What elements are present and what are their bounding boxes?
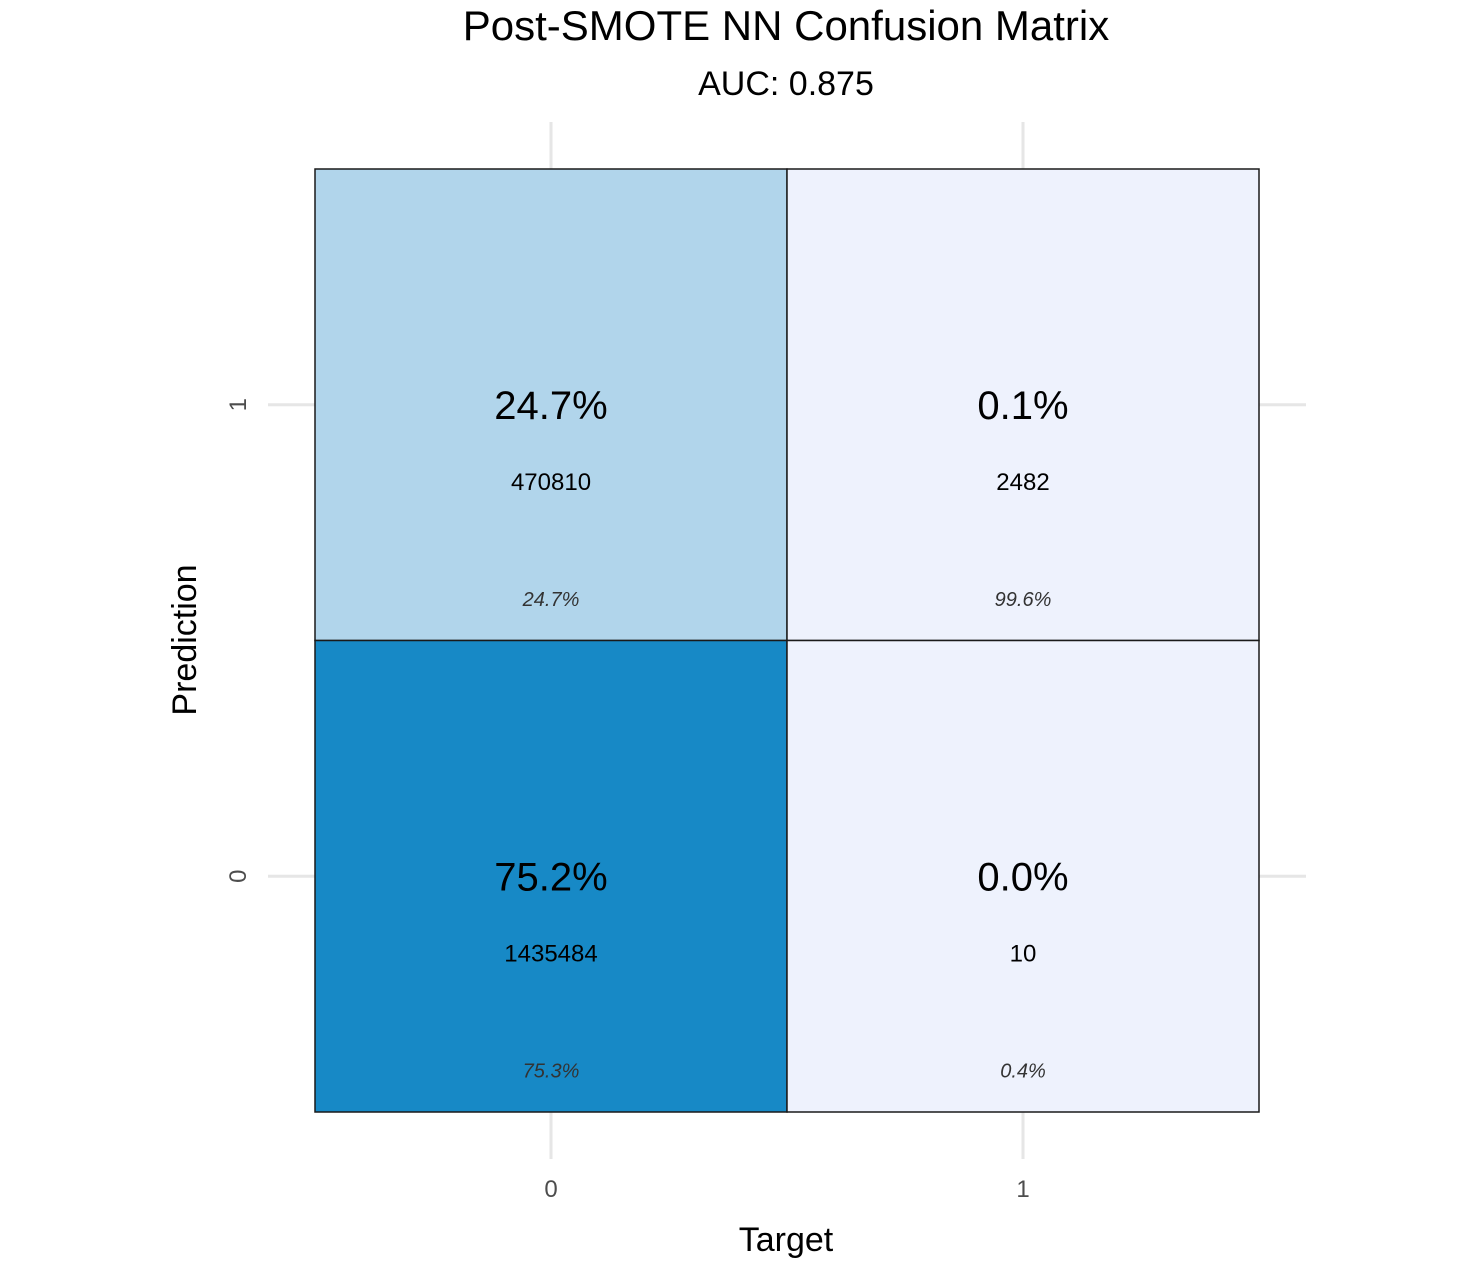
- cell-count-label: 2482: [996, 469, 1049, 496]
- x-tick-label-1: 1: [1016, 1176, 1029, 1203]
- cell-count-label: 1435484: [504, 940, 597, 967]
- cell-tile: [314, 168, 788, 642]
- cell-normalized-label: 99.6%: [995, 589, 1052, 611]
- matrix-cell-t0-p0: 75.2% 1435484 75.3%: [314, 639, 788, 1113]
- matrix-tiles: 24.7% 470810 24.7% 0.1% 2482 99.6% 75.2% 143548…: [314, 168, 1260, 1113]
- cell-normalized-label: 75.3%: [523, 1060, 580, 1082]
- y-tick-label-1: 1: [225, 398, 252, 411]
- cell-tile: [314, 639, 788, 1113]
- y-tick-label-0: 0: [225, 870, 252, 883]
- matrix-cell-t1-p1: 0.1% 2482 99.6%: [786, 168, 1260, 642]
- cell-normalized-label: 0.4%: [1000, 1060, 1046, 1082]
- chart-title: Post-SMOTE NN Confusion Matrix: [463, 2, 1110, 49]
- cell-tile: [786, 639, 1260, 1113]
- cell-percent-label: 0.0%: [977, 855, 1068, 899]
- matrix-cell-t1-p0: 0.0% 10 0.4%: [786, 639, 1260, 1113]
- x-axis-label: Target: [739, 1221, 834, 1259]
- cell-percent-label: 75.2%: [494, 855, 607, 899]
- axis-ticks: 0 1 0 1: [225, 398, 1030, 1203]
- cell-percent-label: 24.7%: [494, 384, 607, 428]
- chart-subtitle: AUC: 0.875: [698, 65, 874, 103]
- cell-count-label: 470810: [511, 469, 591, 496]
- matrix-cell-t0-p1: 24.7% 470810 24.7%: [314, 168, 788, 642]
- cell-count-label: 10: [1010, 940, 1037, 967]
- y-axis-label: Prediction: [166, 564, 204, 715]
- cell-normalized-label: 24.7%: [522, 589, 580, 611]
- x-tick-label-0: 0: [544, 1176, 557, 1203]
- cell-percent-label: 0.1%: [977, 384, 1068, 428]
